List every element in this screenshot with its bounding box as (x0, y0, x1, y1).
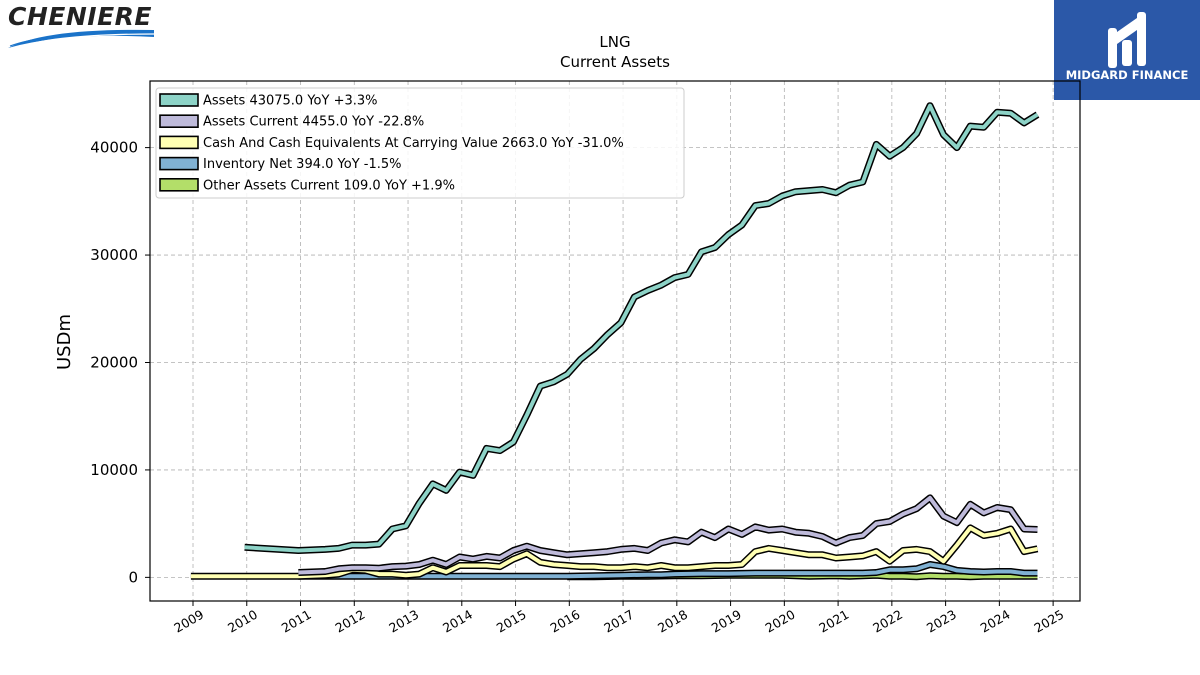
x-tick-label: 2015 (494, 607, 529, 636)
series-line (298, 562, 1038, 579)
x-tick-label: 2013 (386, 607, 421, 636)
midgard-logo-text: MIDGARD FINANCE (1065, 68, 1189, 82)
y-axis-label: USDm (54, 314, 75, 370)
series-3 (298, 561, 1038, 580)
x-tick-label: 2012 (333, 607, 368, 636)
legend-label: Assets 43075.0 YoY +3.3% (203, 94, 378, 109)
x-tick-label: 2020 (763, 607, 798, 636)
legend-item: Assets 43075.0 YoY +3.3% (159, 93, 378, 109)
x-tick-label: 2024 (978, 607, 1013, 636)
legend-swatch (159, 178, 199, 192)
x-tick-label: 2022 (870, 607, 905, 636)
legend-swatch (159, 156, 199, 171)
chart-subtitle: Current Assets (560, 53, 670, 71)
midgard-finance-logo: MIDGARD FINANCE (1054, 0, 1200, 100)
x-tick-label: 2016 (548, 607, 583, 636)
cheniere-logo-text: CHENIERE (8, 2, 152, 31)
x-tick-label: 2009 (171, 607, 206, 636)
legend-label: Assets Current 4455.0 YoY -22.8% (203, 115, 424, 130)
cheniere-logo: CHENIERE (6, 2, 156, 52)
legend-item: Inventory Net 394.0 YoY -1.5% (159, 156, 402, 172)
legend-label: Cash And Cash Equivalents At Carrying Va… (203, 136, 624, 151)
plot-series (190, 102, 1040, 581)
midgard-mark-icon (1108, 12, 1146, 68)
series-line (298, 495, 1038, 575)
y-tick-label: 20000 (90, 353, 138, 371)
x-tick-label: 2021 (816, 607, 851, 636)
legend-item: Assets Current 4455.0 YoY -22.8% (159, 114, 424, 130)
legend-box (155, 87, 685, 199)
legend-label: Other Assets Current 109.0 YoY +1.9% (203, 178, 455, 193)
legend-item: Other Assets Current 109.0 YoY +1.9% (159, 178, 455, 193)
legend-item: Cash And Cash Equivalents At Carrying Va… (159, 135, 624, 151)
legend-swatch (159, 114, 199, 128)
x-tick-label: 2010 (225, 607, 260, 636)
legend-swatch (159, 135, 199, 150)
legend-swatch (159, 93, 199, 107)
series-line (244, 103, 1039, 553)
x-tick-label: 2017 (601, 607, 636, 636)
x-tick-label: 2019 (709, 607, 744, 636)
x-tick-label: 2014 (440, 607, 475, 636)
plot-frame (149, 80, 1081, 602)
y-tick-label: 0 (128, 568, 138, 586)
chart-title: LNG (599, 33, 630, 51)
series-line-outline (298, 494, 1038, 576)
x-tick-label: 2018 (655, 607, 690, 636)
legend-label: Inventory Net 394.0 YoY -1.5% (203, 157, 402, 172)
y-tick-label: 10000 (90, 461, 138, 479)
cheniere-swoosh-icon (8, 29, 155, 49)
legend: Assets 43075.0 YoY +3.3% Assets Current 4… (155, 87, 685, 199)
series-0 (244, 102, 1040, 554)
y-tick-label: 30000 (90, 246, 138, 264)
x-tick-label: 2025 (1031, 607, 1066, 636)
x-tick-label: 2011 (279, 607, 314, 636)
series-2 (190, 524, 1039, 580)
series-line (190, 525, 1038, 579)
x-axis: 2009 2010 2011 2012 2013 2014 2015 2016 2017 2018… (171, 601, 1066, 636)
series-1 (298, 494, 1038, 576)
y-axis: 0 10000 20000 30000 40000 (90, 139, 150, 586)
x-tick-label: 2023 (924, 607, 959, 636)
y-tick-label: 40000 (90, 139, 138, 157)
